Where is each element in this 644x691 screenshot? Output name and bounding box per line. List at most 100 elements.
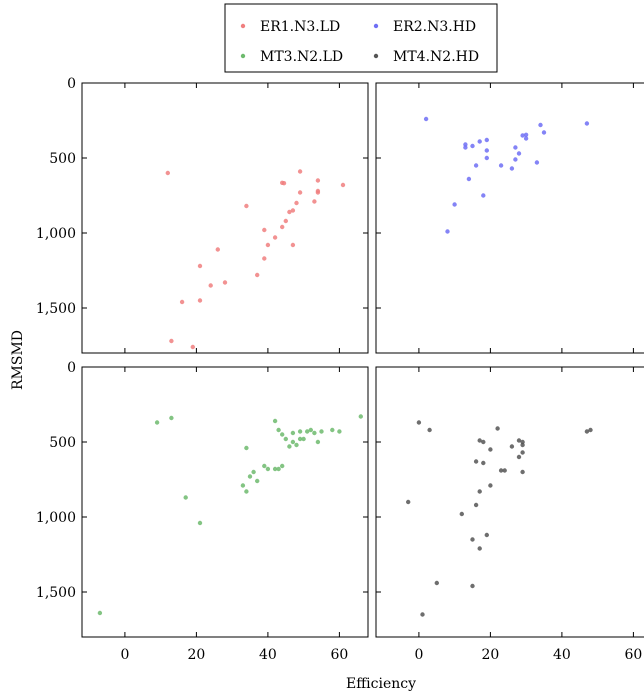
y-tick-label: 1,500 xyxy=(36,301,76,317)
legend-box xyxy=(224,3,498,73)
x-tick-label: 0 xyxy=(120,647,129,663)
scatter-point xyxy=(481,460,486,466)
series-MT3.N2.LD xyxy=(97,414,363,616)
scatter-point xyxy=(301,436,306,442)
scatter-point xyxy=(244,203,249,209)
legend-item: ER2.N3.HD xyxy=(373,19,476,35)
scatter-point xyxy=(290,430,296,436)
scatter-point xyxy=(509,166,515,171)
scatter-point xyxy=(520,450,525,455)
scatter-point xyxy=(305,429,310,434)
scatter-point xyxy=(297,190,303,195)
x-tick-label: 20 xyxy=(481,647,499,663)
scatter-point xyxy=(280,432,285,437)
series-ER2.N3.HD xyxy=(423,116,590,234)
scatter-point xyxy=(481,193,486,198)
scatter-point xyxy=(287,209,292,215)
scatter-point xyxy=(272,235,278,240)
scatter-point xyxy=(251,469,256,475)
scatter-point xyxy=(240,483,246,488)
scatter-point xyxy=(538,122,543,128)
scatter-point xyxy=(466,176,472,182)
scatter-point xyxy=(516,151,522,156)
legend-item: MT4.N2.HD xyxy=(373,49,479,65)
legend-label: MT4.N2.HD xyxy=(393,49,479,65)
scatter-point xyxy=(315,190,321,195)
scatter-point xyxy=(294,200,299,206)
scatter-point xyxy=(179,299,185,305)
scatter-point xyxy=(244,445,249,451)
scatter-point xyxy=(319,429,324,434)
scatter-point xyxy=(534,160,540,165)
scatter-point xyxy=(208,283,213,288)
scatter-point xyxy=(477,489,482,494)
panel-frame-bottom-right xyxy=(375,366,644,638)
scatter-point xyxy=(308,427,313,433)
legend-label: ER1.N3.LD xyxy=(260,19,340,35)
scatter-point xyxy=(197,298,203,303)
scatter-point xyxy=(262,227,267,233)
series-MT4.N2.HD xyxy=(406,420,593,617)
legend-item: ER1.N3.LD xyxy=(240,19,340,35)
x-tick-label: 60 xyxy=(624,647,642,663)
scatter-point xyxy=(427,427,432,433)
scatter-point xyxy=(509,444,515,449)
scatter-point xyxy=(523,136,529,141)
panel-frame-top-left xyxy=(81,82,369,354)
scatter-point xyxy=(495,426,500,431)
scatter-point xyxy=(516,438,522,443)
axes: 0 500 1,000 1,500 0 500 1,000 1,500 0 20 40 60 0 20 40… xyxy=(36,76,642,663)
scatter-point xyxy=(197,520,203,526)
scatter-point xyxy=(470,537,475,542)
scatter-point xyxy=(290,242,296,248)
scatter-point xyxy=(297,429,303,434)
scatter-point xyxy=(416,420,422,425)
scatter-point xyxy=(516,454,522,460)
x-tick-label: 40 xyxy=(259,647,277,663)
scatter-point xyxy=(262,463,267,469)
scatter-point xyxy=(330,427,335,433)
scatter-point xyxy=(477,139,482,144)
y-tick-label: 500 xyxy=(49,151,76,167)
x-axis-label: Efficiency xyxy=(346,676,416,691)
facet-panels xyxy=(81,82,644,638)
scatter-point xyxy=(484,155,489,161)
scatter-point xyxy=(488,483,493,488)
scatter-point xyxy=(445,229,450,234)
scatter-point xyxy=(283,218,288,224)
scatter-point xyxy=(520,133,525,138)
scatter-point xyxy=(340,182,346,188)
scatter-point xyxy=(484,148,489,153)
scatter-point xyxy=(470,143,475,149)
scatter-point xyxy=(154,420,160,425)
scatter-point xyxy=(287,444,292,449)
scatter-point xyxy=(584,429,590,434)
scatter-point xyxy=(97,610,103,616)
scatter-point xyxy=(488,447,493,452)
scatter-point xyxy=(276,427,281,433)
scatter-point xyxy=(473,459,479,464)
scatter-point xyxy=(463,145,468,150)
scatter-point xyxy=(255,272,260,278)
scatter-point xyxy=(584,121,590,126)
scatter-point xyxy=(312,199,317,204)
scatter-point xyxy=(541,130,547,135)
scatter-point xyxy=(477,438,482,443)
scatter-point xyxy=(588,427,593,433)
scatter-point xyxy=(281,181,287,186)
scatter-point xyxy=(290,439,296,445)
scatter-point xyxy=(484,532,489,538)
scatter-point xyxy=(423,116,429,122)
scatter-point xyxy=(169,415,174,421)
scatter-point xyxy=(272,466,278,472)
scatter-point xyxy=(498,468,504,473)
scatter-point xyxy=(215,247,220,252)
scatter-point xyxy=(502,468,507,473)
scatter-point xyxy=(434,580,439,586)
scatter-point xyxy=(477,546,482,551)
scatter-point xyxy=(420,612,425,617)
scatter-point xyxy=(520,469,525,475)
legend-label: MT3.N2.LD xyxy=(260,49,343,65)
legend-marker xyxy=(373,53,379,59)
